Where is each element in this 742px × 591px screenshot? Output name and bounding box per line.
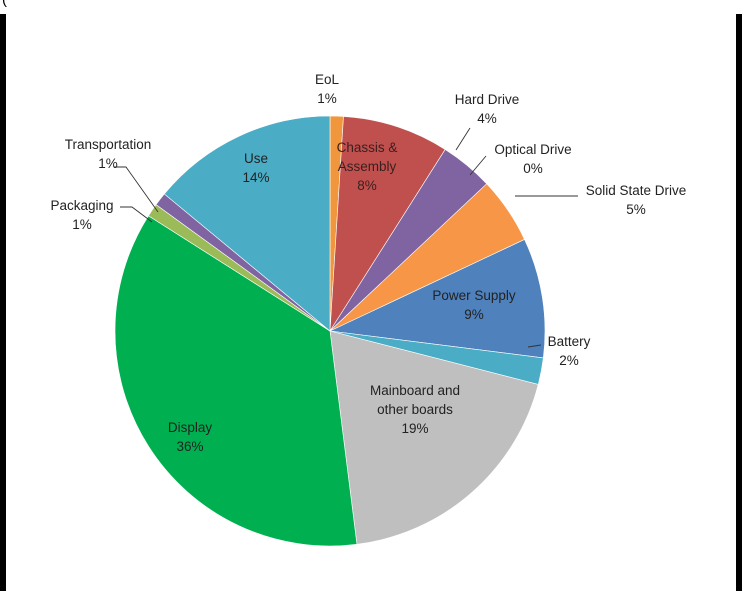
leader-line-hard-drive [455,127,471,151]
pie-slice-mainboard-and-other-boards [329,330,539,545]
name-label-chassis-assembly: Assembly [338,159,397,174]
name-label-eol: EoL [315,72,340,87]
value-label-eol: 1% [317,91,337,106]
value-label-use: 14% [242,170,269,185]
leader-lines [114,127,578,348]
header-fragment: ( [2,0,7,8]
name-label-mainboard-and-other-boards: Mainboard and [370,383,460,398]
name-label-solid-state-drive: Solid State Drive [586,183,687,198]
name-label-mainboard-and-other-boards: other boards [377,402,453,417]
value-label-solid-state-drive: 5% [626,202,646,217]
name-label-chassis-assembly: Chassis & [337,140,398,155]
name-label-use: Use [244,151,268,166]
value-label-mainboard-and-other-boards: 19% [401,421,428,436]
value-label-chassis-assembly: 8% [357,178,377,193]
top-strip: ( [0,0,742,14]
value-label-battery: 2% [559,353,579,368]
value-label-optical-drive: 0% [523,161,543,176]
leader-line-optical-drive [469,155,487,176]
value-label-display: 36% [176,439,203,454]
leader-line-packaging [120,206,153,223]
name-label-optical-drive: Optical Drive [494,142,571,157]
pie-slices [114,115,546,547]
name-label-hard-drive: Hard Drive [455,92,520,107]
name-label-transportation: Transportation [65,137,152,152]
name-label-battery: Battery [548,334,591,349]
name-label-power-supply: Power Supply [432,288,516,303]
pie-slice-use [163,115,331,332]
pie-slice-power-supply [328,239,546,359]
leader-line-transportation [114,166,159,213]
pie-slice-display [114,215,358,547]
value-label-power-supply: 9% [464,307,484,322]
value-label-hard-drive: 4% [477,111,497,126]
leader-line-battery [527,344,542,348]
name-label-display: Display [168,420,213,435]
value-label-packaging: 1% [72,217,92,232]
value-label-transportation: 1% [98,156,118,171]
pie-slice-chassis-assembly [329,116,446,332]
slice-labels: EoL 1% Chassis & Assembly 8% Hard Drive 4% Opti… [50,72,686,454]
name-label-packaging: Packaging [50,198,113,213]
